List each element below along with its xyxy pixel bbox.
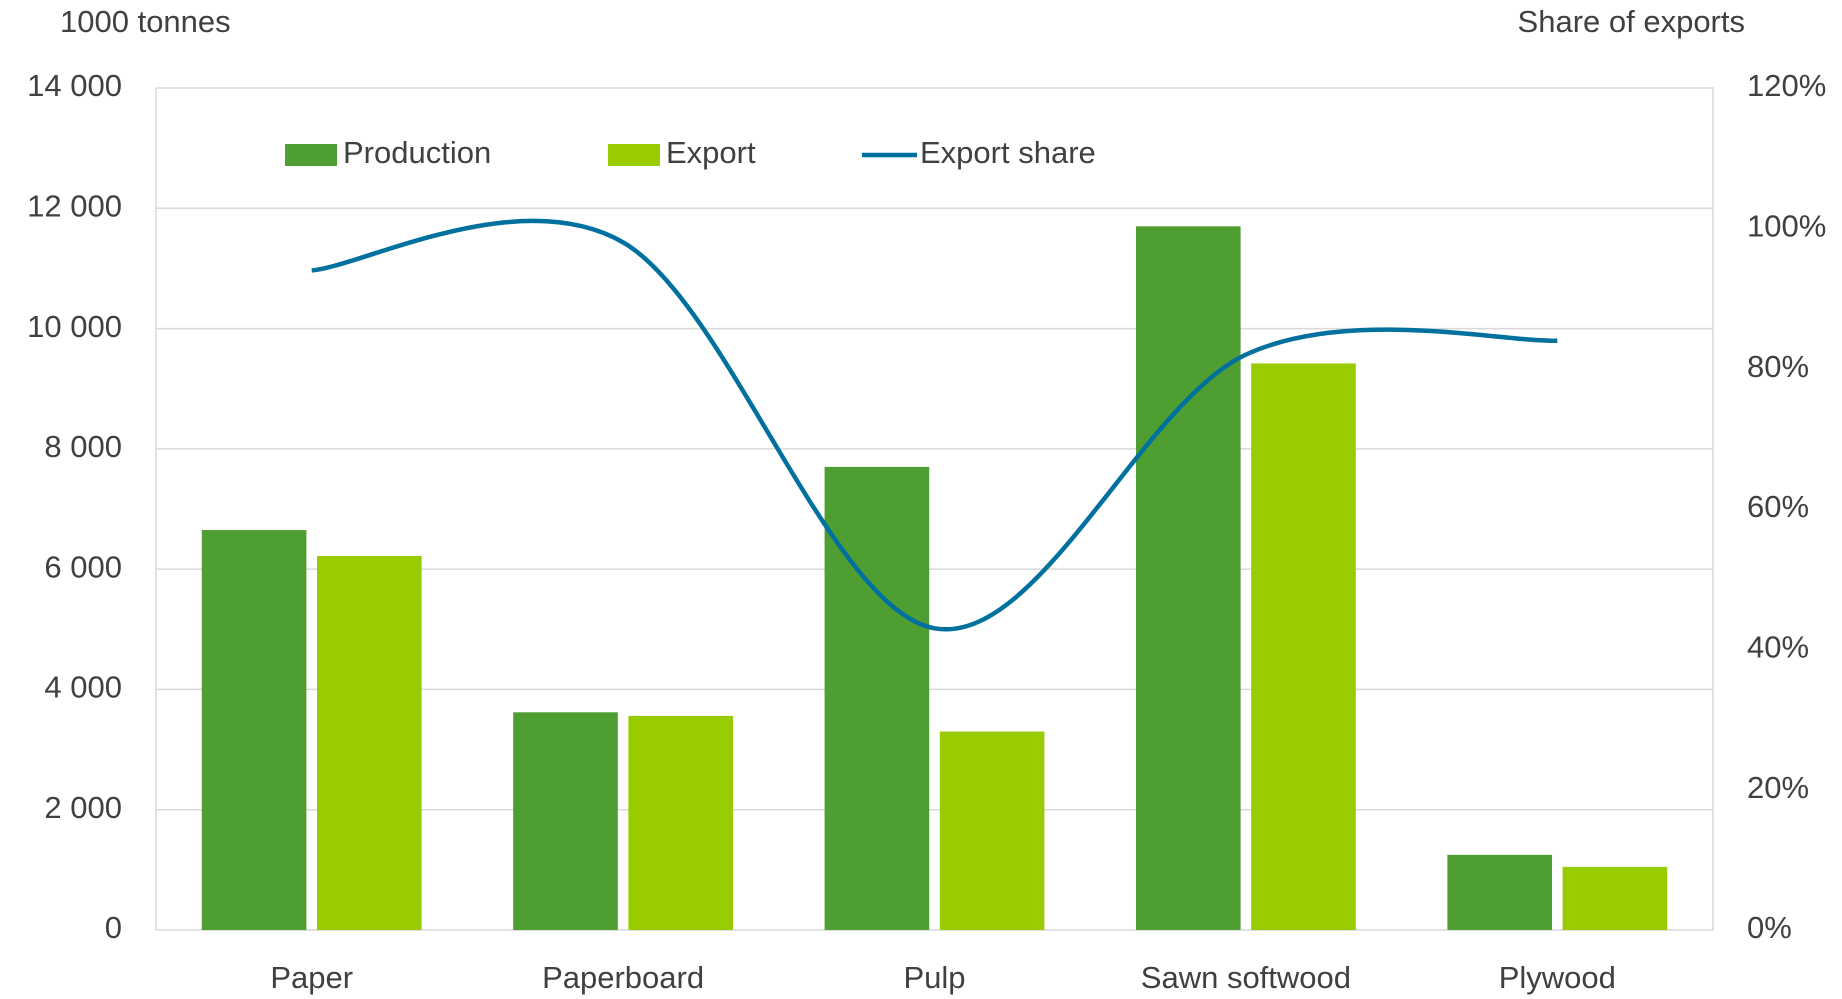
bar <box>513 712 618 930</box>
line <box>311 218 1558 632</box>
y-tick-label: 6 000 <box>44 549 122 584</box>
y2-tick-label: 100% <box>1747 209 1826 244</box>
bar <box>824 466 930 930</box>
y2-tick-label: 40% <box>1747 630 1809 665</box>
x-tick-label: Sawn softwood <box>1141 960 1351 995</box>
bar <box>1447 854 1553 930</box>
y-tick-label: 8 000 <box>44 429 122 464</box>
y2-tick-label: 0% <box>1747 910 1792 945</box>
y2-tick-label: 80% <box>1747 349 1809 384</box>
y-axis-label: 1000 tonnes <box>60 4 231 39</box>
legend-label: Export <box>666 135 756 170</box>
bar <box>1562 866 1668 930</box>
legend-label: Production <box>343 135 491 170</box>
bar <box>1135 226 1241 931</box>
x-tick-label: Paperboard <box>542 960 704 995</box>
legend-label: Export share <box>920 135 1096 170</box>
x-tick-label: Paper <box>270 960 353 995</box>
y2-tick-label: 20% <box>1747 770 1809 805</box>
y2-tick-label: 120% <box>1747 68 1826 103</box>
bar <box>628 715 734 930</box>
y-tick-label: 12 000 <box>27 188 122 223</box>
bar <box>316 555 422 930</box>
y-tick-label: 14 000 <box>27 68 122 103</box>
bar <box>939 731 1045 930</box>
x-tick-label: Pulp <box>903 960 965 995</box>
y-tick-label: 2 000 <box>44 790 122 825</box>
y-tick-label: 10 000 <box>27 309 122 344</box>
y2-tick-label: 60% <box>1747 489 1809 524</box>
y2-axis-label: Share of exports <box>1518 4 1745 39</box>
legend-swatch <box>285 144 337 166</box>
y-tick-label: 4 000 <box>44 670 122 705</box>
y-tick-label: 0 <box>105 910 122 945</box>
bar <box>201 530 307 930</box>
x-tick-label: Plywood <box>1499 960 1616 995</box>
bar <box>1251 363 1356 930</box>
legend-swatch <box>608 144 660 166</box>
